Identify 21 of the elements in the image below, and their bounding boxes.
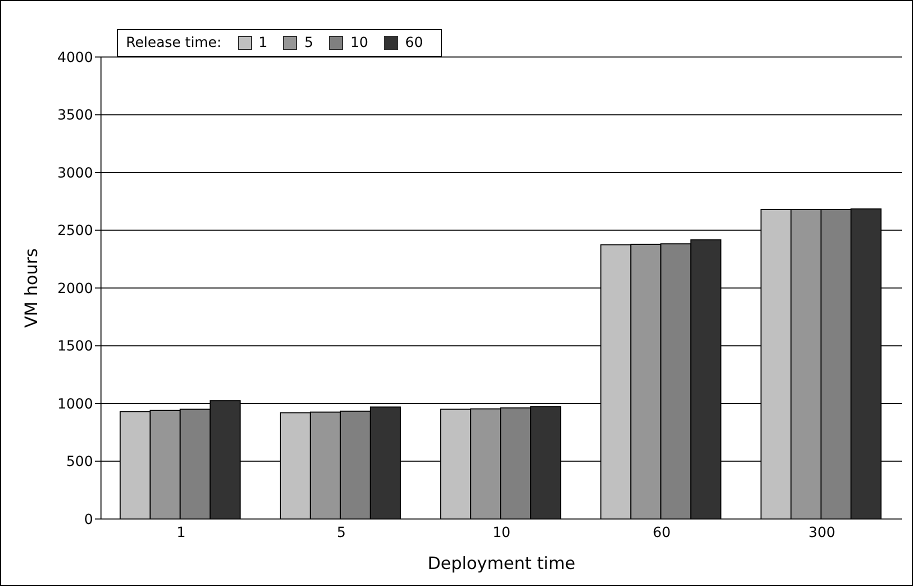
y-tick-label: 2000	[57, 280, 93, 297]
x-tick-label: 60	[652, 524, 671, 541]
legend-label: 10	[350, 35, 368, 51]
legend-title: Release time:	[126, 35, 222, 51]
y-tick-label: 4000	[57, 50, 93, 66]
legend-label: 5	[304, 35, 314, 51]
x-tick-label: 5	[336, 524, 346, 541]
y-tick-label: 500	[66, 454, 93, 470]
y-tick-label: 1500	[57, 338, 93, 355]
x-tick-label: 1	[176, 524, 186, 541]
legend-label: 1	[258, 35, 268, 51]
y-tick-label: 3000	[57, 165, 93, 182]
y-axis-title: VM hours	[22, 248, 42, 328]
legend-label: 60	[405, 35, 423, 51]
y-tick-label: 0	[84, 512, 93, 528]
y-tick-label: 3500	[57, 108, 93, 124]
y-tick-label: 2500	[57, 223, 93, 240]
x-axis-title: Deployment time	[428, 554, 576, 574]
y-tick-label: 1000	[57, 396, 93, 412]
x-tick-label: 300	[808, 524, 836, 541]
x-tick-label: 10	[492, 524, 510, 541]
